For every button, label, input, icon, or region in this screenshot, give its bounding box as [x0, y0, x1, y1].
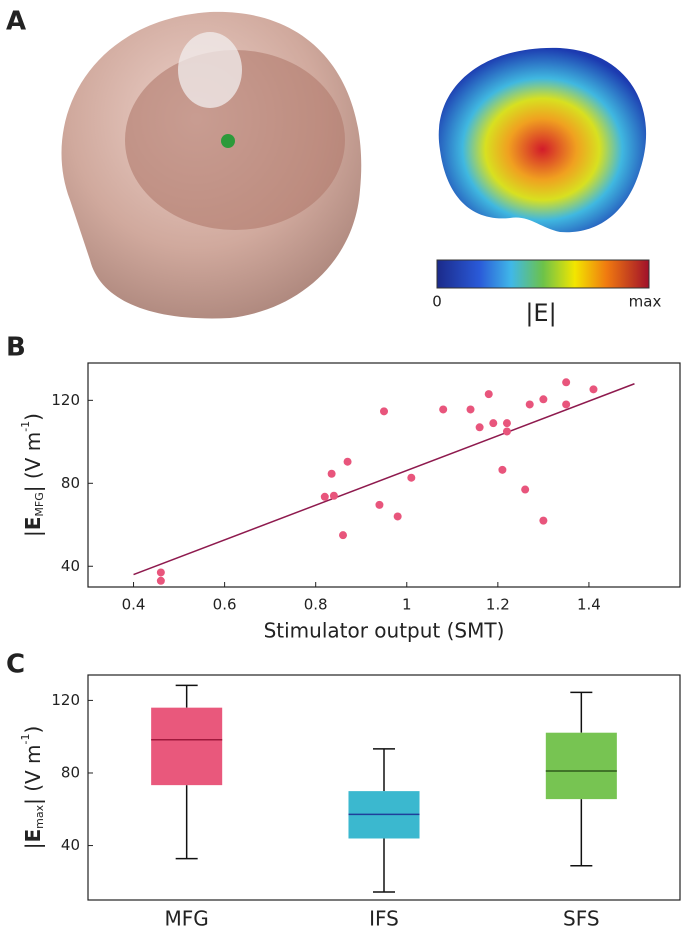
scatter-point: [562, 378, 571, 387]
y-tick-label: 80: [61, 474, 80, 492]
y-tick-label: 40: [61, 557, 80, 575]
scatter-point: [539, 516, 548, 525]
y-tick-label: 80: [61, 763, 80, 781]
colorbar-label: |E|: [525, 299, 556, 327]
y-axis-label: |Emax| (V m-1): [19, 726, 46, 850]
scatter-point: [375, 500, 384, 509]
y-label-part: |: [21, 530, 45, 537]
y-label-part: -1: [19, 734, 32, 745]
x-tick-label: IFS: [369, 907, 399, 931]
scatter-point: [327, 469, 336, 478]
y-axis-label: |EMFG| (V m-1): [19, 413, 46, 537]
y-label-part: E: [21, 829, 45, 843]
y-label-part: MFG: [33, 492, 46, 516]
scatter-point: [489, 419, 498, 428]
x-tick-label: 0.4: [122, 596, 146, 614]
scatter-point: [380, 407, 388, 416]
scatter-point: [466, 405, 475, 414]
scatter-point: [525, 400, 534, 409]
y-label-part: -1: [19, 421, 32, 432]
scatter-point: [502, 419, 511, 428]
plot-frame: [87, 362, 681, 588]
x-tick-label: 1: [402, 596, 412, 614]
y-label-part: ): [21, 413, 45, 421]
brain-map: [438, 47, 647, 233]
scatter-point: [589, 385, 598, 394]
y-tick-label: 120: [51, 691, 80, 709]
panel-label: C: [6, 650, 25, 680]
panel-label: A: [6, 7, 26, 37]
scatter-point: [475, 423, 484, 432]
scatter-point: [484, 390, 493, 399]
colorbar: [436, 259, 650, 289]
scatter-point: [343, 457, 352, 466]
box: [151, 707, 223, 786]
scatter-point: [393, 512, 402, 521]
y-label-part: | (V m: [21, 744, 45, 804]
x-tick-label: MFG: [165, 907, 209, 931]
y-label-part: | (V m: [21, 432, 45, 492]
scatter-point: [339, 531, 348, 540]
y-label-part: ): [21, 726, 45, 734]
x-tick-label: 0.8: [304, 596, 328, 614]
scatter-point: [502, 427, 511, 436]
fit-line: [133, 383, 635, 576]
y-label-part: |: [21, 843, 45, 850]
y-label-part: max: [33, 804, 46, 828]
colorbar-max: max: [629, 293, 662, 311]
plot-frame: [87, 674, 681, 901]
y-tick-label: 120: [51, 391, 80, 409]
head-render: [61, 11, 362, 319]
box: [545, 732, 617, 800]
x-tick-label: 1.2: [486, 596, 510, 614]
scatter-point: [329, 491, 338, 500]
scatter-point: [539, 395, 548, 404]
x-tick-label: 1.4: [577, 596, 601, 614]
y-tick-label: 40: [61, 836, 80, 854]
scatter-point: [156, 568, 165, 577]
scatter-point: [156, 576, 165, 585]
scatter-point: [498, 465, 507, 474]
scatter-point: [521, 485, 530, 494]
scatter-point: [439, 405, 448, 414]
y-label-part: E: [21, 517, 45, 531]
colorbar-min: 0: [432, 293, 442, 311]
scatter-point: [320, 492, 329, 501]
x-tick-label: SFS: [563, 907, 600, 931]
scatter-point: [562, 400, 571, 409]
x-axis-label: Stimulator output (SMT): [264, 619, 505, 643]
x-tick-label: 0.6: [213, 596, 237, 614]
panel-label: B: [6, 333, 26, 363]
scatter-point: [407, 473, 416, 482]
